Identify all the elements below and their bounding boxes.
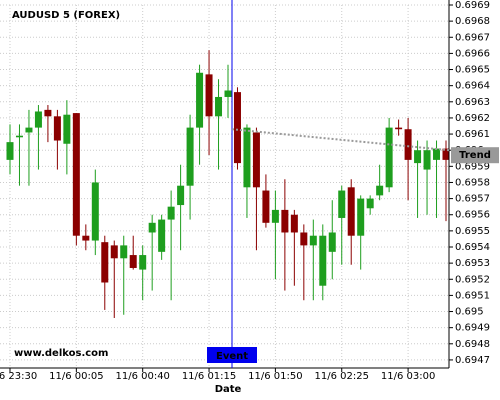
candle-body [53, 116, 61, 141]
candle-body [15, 135, 23, 138]
x-tick-label: 11/6 03:00 [381, 371, 435, 382]
candle-body [139, 255, 147, 270]
candle-body [82, 235, 90, 241]
candle-body [243, 127, 251, 188]
y-tick-label: 0.6954 [455, 242, 490, 253]
y-tick-label: 0.6957 [455, 194, 490, 205]
candle-body [215, 96, 223, 117]
y-tick-label: 0.6962 [455, 113, 490, 124]
candle-body [158, 219, 166, 252]
candle-body [338, 190, 346, 218]
candle-body [328, 232, 336, 252]
y-tick-label: 0.6958 [455, 177, 490, 188]
candle-body [205, 74, 213, 117]
candle-body [290, 214, 298, 233]
x-tick-label: 11/6 02:25 [315, 371, 369, 382]
candle-body [120, 245, 128, 259]
candle-body [129, 255, 137, 268]
y-tick-label: 0.6963 [455, 97, 490, 108]
candle-body [319, 235, 327, 286]
candle-body [404, 129, 412, 160]
candle-body [347, 187, 355, 236]
candle-body [63, 114, 71, 144]
trend-box [451, 147, 499, 164]
candle-body [309, 235, 317, 246]
candle-body [262, 190, 270, 223]
x-tick-label: 11/6 01:50 [248, 371, 302, 382]
y-tick-label: 0.6956 [455, 210, 490, 221]
y-tick-label: 0.6947 [455, 355, 490, 366]
watermark: www.delkos.com [14, 348, 108, 359]
x-axis-label: Date [215, 384, 242, 395]
y-tick-label: 0.6965 [455, 65, 490, 76]
candle-body [385, 127, 393, 188]
candle-body [91, 182, 99, 241]
y-tick-label: 0.6969 [455, 0, 490, 11]
y-tick-label: 0.6967 [455, 32, 490, 43]
x-tick-label: 11/6 00:40 [115, 371, 169, 382]
trend-line [231, 128, 450, 152]
candle-body [442, 148, 450, 160]
y-tick-label: 0.6949 [455, 323, 490, 334]
candle-body [357, 198, 365, 236]
event-box [207, 347, 257, 363]
y-tick-label: 0.6961 [455, 129, 490, 140]
candle-body [101, 242, 109, 283]
candle-body [300, 232, 308, 246]
x-tick-label: 11/6 23:30 [0, 371, 37, 382]
candle-body [414, 150, 422, 164]
candle-body [271, 209, 279, 223]
candle-body [6, 142, 14, 160]
y-tick-label: 0.6955 [455, 226, 490, 237]
candle-body [25, 127, 33, 133]
candle-body [233, 92, 241, 164]
x-tick-label: 11/6 01:15 [182, 371, 236, 382]
candle-body [186, 127, 194, 186]
y-tick-label: 0.6964 [455, 81, 490, 92]
x-tick-label: 11/6 00:05 [49, 371, 103, 382]
event-label: Event [216, 351, 248, 362]
y-tick-label: 0.6966 [455, 48, 490, 59]
candle-body [423, 150, 431, 170]
y-tick-label: 0.6951 [455, 290, 490, 301]
trend-label: Trend [459, 150, 491, 161]
candle-body [177, 185, 185, 206]
candle-body [252, 132, 260, 188]
y-tick-label: 0.6948 [455, 339, 490, 350]
candles [6, 50, 450, 318]
candle-body [167, 206, 175, 220]
y-tick-label: 0.6959 [455, 161, 490, 172]
y-tick-label: 0.6952 [455, 274, 490, 285]
y-tick-label: 0.695 [455, 307, 484, 318]
candle-body [224, 90, 232, 97]
candle-body [110, 245, 118, 259]
y-tick-label: 0.6953 [455, 258, 490, 269]
candle-body [148, 222, 156, 233]
candle-body [34, 111, 42, 128]
candle-body [44, 109, 52, 117]
candle-body [281, 209, 289, 233]
candle-body [376, 185, 384, 196]
candle-body [196, 72, 204, 128]
y-tick-label: 0.6968 [455, 16, 490, 27]
chart-title: AUDUSD 5 (FOREX) [12, 10, 120, 21]
candle-body [72, 113, 80, 236]
candle-body [433, 148, 441, 160]
candle-body [366, 198, 374, 209]
candle-body [395, 127, 403, 130]
